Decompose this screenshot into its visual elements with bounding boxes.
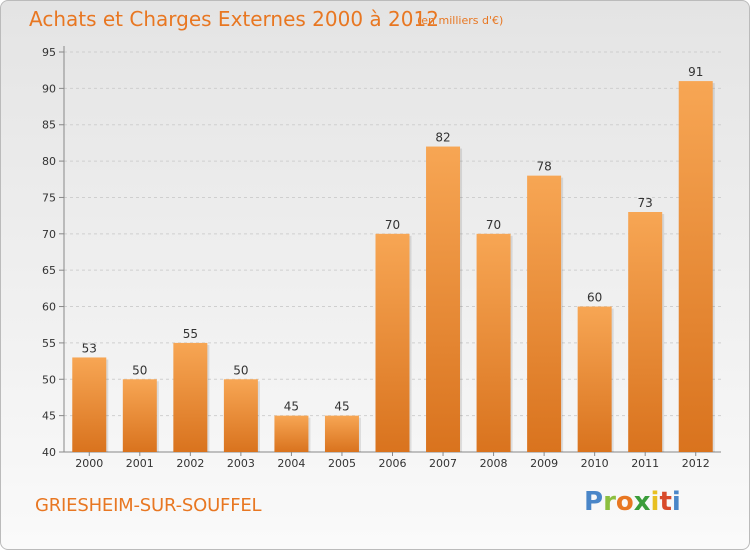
bar (173, 342, 208, 452)
bar-value-label: 91 (688, 65, 703, 79)
y-tick-label: 95 (42, 46, 56, 59)
x-tick-label: 2006 (379, 457, 407, 470)
bar (426, 146, 461, 452)
x-tick-label: 2007 (429, 457, 457, 470)
bar (628, 212, 663, 452)
x-tick-label: 2000 (75, 457, 103, 470)
bar (274, 415, 309, 452)
bar (527, 175, 562, 453)
bar-value-label: 60 (587, 291, 602, 305)
bar (577, 306, 612, 452)
logo-letter: o (615, 487, 634, 517)
bar (72, 357, 107, 452)
chart-title: Achats et Charges Externes 2000 à 2012 (29, 7, 439, 31)
city-name: GRIESHEIM-SUR-SOUFFEL (35, 495, 262, 516)
bar-value-label: 53 (82, 341, 97, 355)
bar-value-label: 45 (284, 400, 299, 414)
y-tick-label: 75 (42, 191, 56, 204)
bar-value-label: 78 (536, 160, 551, 174)
y-tick-label: 85 (42, 119, 56, 132)
bar (223, 379, 258, 452)
x-tick-label: 2008 (480, 457, 508, 470)
logo-letter: t (659, 487, 672, 517)
bar-value-label: 82 (435, 131, 450, 145)
y-tick-label: 70 (42, 228, 56, 241)
x-tick-label: 2001 (126, 457, 154, 470)
y-tick-label: 40 (42, 446, 56, 459)
bar-value-label: 50 (233, 363, 248, 377)
y-tick-label: 50 (42, 373, 56, 386)
y-tick-label: 45 (42, 410, 56, 423)
y-tick-label: 65 (42, 264, 56, 277)
x-tick-label: 2004 (277, 457, 305, 470)
logo-letter: r (603, 487, 616, 517)
y-tick-label: 55 (42, 337, 56, 350)
x-tick-label: 2009 (530, 457, 558, 470)
y-tick-label: 90 (42, 82, 56, 95)
bar-value-label: 73 (638, 196, 653, 210)
bar-value-label: 70 (385, 218, 400, 232)
bar (476, 233, 511, 452)
bar-value-label: 70 (486, 218, 501, 232)
x-tick-label: 2005 (328, 457, 356, 470)
bar (122, 379, 157, 452)
y-tick-label: 60 (42, 301, 56, 314)
x-tick-label: 2012 (682, 457, 710, 470)
logo-letter: i (650, 487, 660, 517)
chart-subtitle: (en milliers d'€) (417, 14, 504, 27)
x-tick-label: 2010 (581, 457, 609, 470)
x-tick-label: 2002 (176, 457, 204, 470)
logo-letter: P (584, 487, 604, 517)
bar-value-label: 50 (132, 363, 147, 377)
bar-value-label: 45 (334, 400, 349, 414)
proxiti-logo: Proxiti (584, 487, 681, 517)
bar (678, 81, 713, 452)
x-tick-label: 2003 (227, 457, 255, 470)
bar-value-label: 55 (183, 327, 198, 341)
y-tick-label: 80 (42, 155, 56, 168)
logo-letter: i (671, 487, 681, 517)
bar (375, 233, 410, 452)
logo-letter: x (633, 487, 651, 517)
bar (324, 415, 359, 452)
x-tick-label: 2011 (631, 457, 659, 470)
